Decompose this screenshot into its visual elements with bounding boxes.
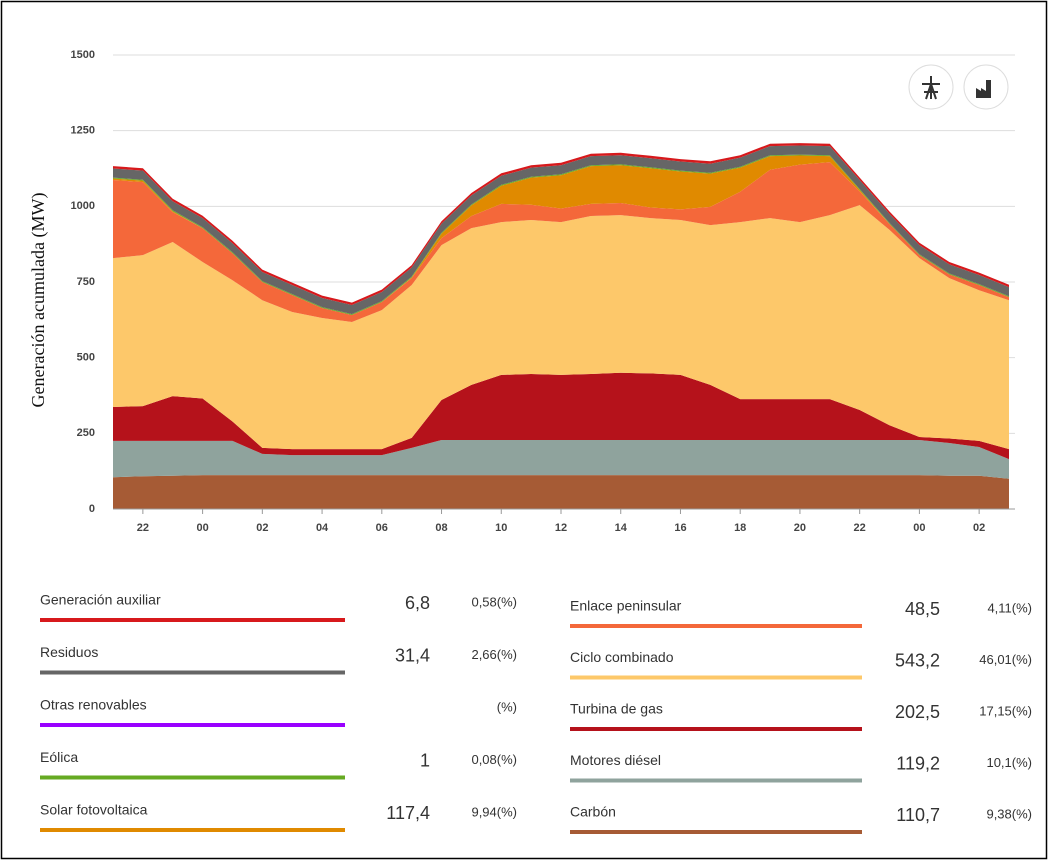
legend-swatch — [570, 675, 862, 680]
area — [113, 372, 1009, 460]
legend-swatch — [40, 775, 345, 780]
x-tick-label: 18 — [734, 522, 746, 534]
legend-share: 2,66(%) — [471, 647, 517, 662]
y-axis-label: Generación acumulada (MW) — [28, 193, 49, 408]
legend-label: Ciclo combinado — [570, 649, 674, 665]
legend-label: Turbina de gas — [570, 701, 663, 717]
x-tick-label: 16 — [674, 522, 686, 534]
x-tick-label: 02 — [973, 522, 985, 534]
x-tick-label: 10 — [495, 522, 507, 534]
legend-label: Motores diésel — [570, 752, 661, 768]
area — [113, 475, 1009, 509]
legend-value: 48,5 — [905, 599, 940, 619]
legend-label: Residuos — [40, 644, 98, 660]
legend-label: Enlace peninsular — [570, 598, 682, 614]
legend-share: 9,38(%) — [986, 806, 1032, 821]
x-tick-label: 02 — [256, 522, 268, 534]
x-tick-label: 00 — [913, 522, 925, 534]
area — [113, 162, 1009, 322]
legend-swatch — [570, 624, 862, 628]
legend-value: 117,4 — [386, 803, 430, 823]
legend-share: (%) — [497, 699, 517, 714]
x-tick-label: 22 — [854, 522, 866, 534]
legend-label: Generación auxiliar — [40, 592, 161, 608]
legend-swatch — [40, 618, 345, 622]
legend-value: 119,2 — [896, 753, 940, 773]
factory-icon — [976, 80, 991, 98]
legend-value: 6,8 — [405, 593, 430, 613]
x-tick-label: 08 — [435, 522, 447, 534]
legend-share: 17,15(%) — [979, 703, 1032, 718]
legend-share: 9,94(%) — [471, 804, 517, 819]
x-tick-label: 00 — [196, 522, 208, 534]
legend-share: 46,01(%) — [979, 652, 1032, 667]
y-tick-label: 1250 — [71, 125, 95, 137]
y-tick-label: 750 — [77, 276, 95, 288]
legend-swatch — [570, 778, 862, 783]
x-tick-label: 12 — [555, 522, 567, 534]
x-tick-label: 14 — [615, 522, 628, 534]
y-tick-label: 500 — [77, 352, 95, 364]
x-tick-label: 04 — [316, 522, 329, 534]
legend-label: Otras renovables — [40, 697, 147, 713]
legend-value: 31,4 — [395, 645, 430, 665]
y-tick-label: 1000 — [71, 200, 95, 212]
legend-label: Carbón — [570, 804, 616, 820]
legend-swatch — [570, 727, 862, 731]
x-tick-label: 22 — [137, 522, 149, 534]
legend-share: 0,58(%) — [471, 594, 517, 609]
x-tick-label: 06 — [376, 522, 388, 534]
legend-value: 110,7 — [896, 805, 940, 825]
area — [113, 440, 1009, 479]
y-tick-label: 0 — [89, 503, 95, 515]
tool-icons — [908, 64, 1009, 110]
y-tick-label: 250 — [77, 427, 95, 439]
legend-value: 543,2 — [895, 650, 940, 670]
legend-share: 10,1(%) — [986, 755, 1032, 770]
legend-swatch — [40, 670, 345, 675]
legend-value: 1 — [420, 750, 430, 770]
y-tick-label: 1500 — [71, 49, 95, 61]
area — [113, 205, 1009, 450]
legend-label: Eólica — [40, 749, 78, 765]
legend-share: 0,08(%) — [471, 752, 517, 767]
legend-label: Solar fotovoltaica — [40, 802, 148, 818]
legend-value: 202,5 — [895, 702, 940, 722]
x-tick-label: 20 — [794, 522, 806, 534]
legend-swatch — [570, 830, 862, 834]
area — [113, 155, 1009, 315]
legend-share: 4,11(%) — [987, 600, 1032, 615]
legend-swatch — [40, 828, 345, 832]
legend-swatch — [40, 723, 345, 727]
wind-icon — [922, 76, 940, 100]
